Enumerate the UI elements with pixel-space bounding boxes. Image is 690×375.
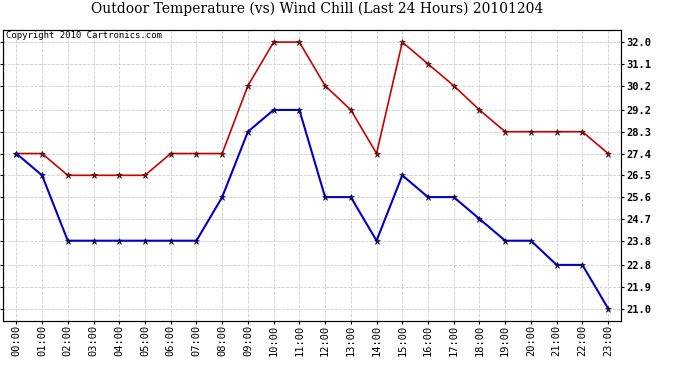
Text: Outdoor Temperature (vs) Wind Chill (Last 24 Hours) 20101204: Outdoor Temperature (vs) Wind Chill (Las… <box>91 2 544 16</box>
Text: Copyright 2010 Cartronics.com: Copyright 2010 Cartronics.com <box>6 32 161 40</box>
